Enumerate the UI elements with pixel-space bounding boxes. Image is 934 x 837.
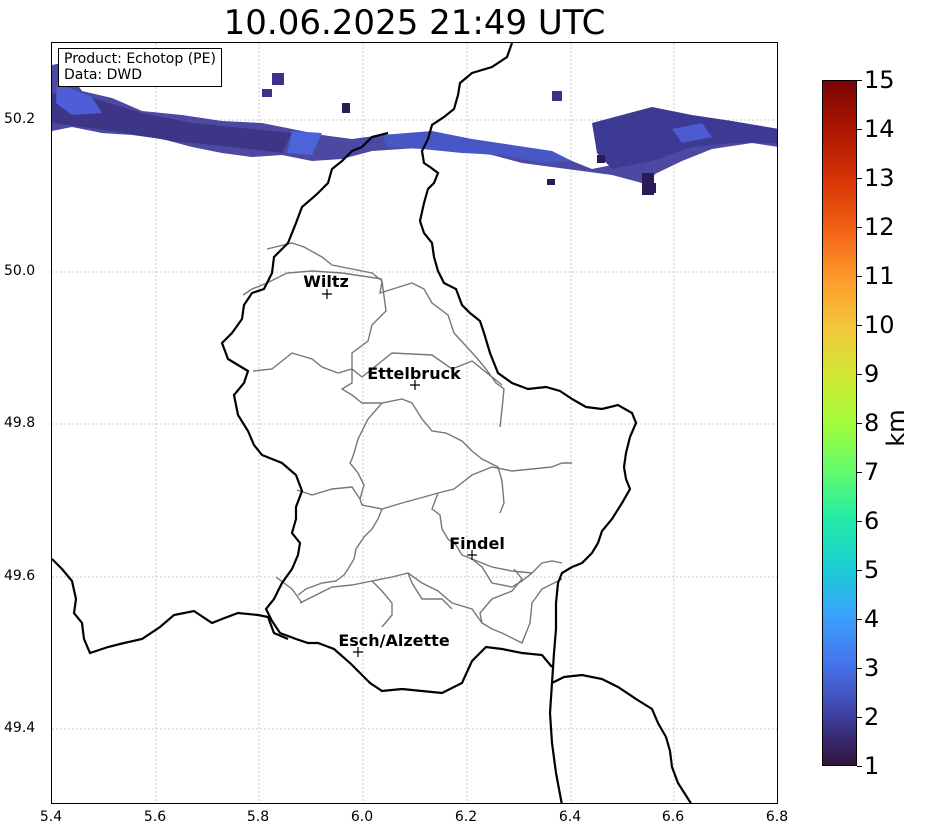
x-tick-label: 6.4	[558, 809, 582, 825]
x-tick-label: 5.6	[143, 809, 167, 825]
colorbar-tick-mark	[857, 570, 862, 571]
colorbar-tick-mark	[857, 521, 862, 522]
marker-esch	[353, 647, 363, 657]
colorbar-tick-label: 5	[864, 556, 880, 584]
marker-findel	[467, 550, 477, 560]
marker-wiltz	[322, 289, 332, 299]
colorbar-tick-label: 9	[864, 360, 880, 388]
colorbar-tick-mark	[857, 423, 862, 424]
x-tick-label: 6.6	[661, 809, 685, 825]
colorbar-tick-mark	[857, 178, 862, 179]
y-tick-label: 49.6	[4, 568, 36, 584]
y-tick-label: 50.0	[4, 263, 36, 279]
radar-map[interactable]: Wiltz Ettelbruck Findel Esch/Alzette	[51, 42, 778, 804]
colorbar-tick-label: 15	[864, 66, 895, 94]
colorbar-tick-mark	[857, 129, 862, 130]
colorbar-tick-mark	[857, 717, 862, 718]
colorbar-tick-mark	[857, 227, 862, 228]
city-label-esch: Esch/Alzette	[338, 631, 450, 650]
y-tick-label: 50.2	[4, 111, 36, 127]
marker-ettelbruck	[410, 380, 420, 390]
colorbar	[822, 80, 857, 766]
data-source-label: Data: DWD	[64, 67, 142, 83]
x-tick-label: 5.8	[246, 809, 270, 825]
y-tick-label: 49.4	[4, 720, 36, 736]
y-tick-label: 49.8	[4, 415, 36, 431]
country-borders	[52, 43, 693, 803]
colorbar-tick-label: 12	[864, 213, 895, 241]
city-label-findel: Findel	[449, 534, 505, 553]
colorbar-tick-mark	[857, 766, 862, 767]
colorbar-tick-label: 14	[864, 115, 895, 143]
colorbar-tick-mark	[857, 325, 862, 326]
radar-echo-layer	[52, 63, 777, 195]
colorbar-tick-label: 13	[864, 164, 895, 192]
x-tick-label: 6.0	[350, 809, 374, 825]
product-info-box: Product: Echotop (PE) Data: DWD	[58, 48, 222, 87]
city-markers	[322, 289, 477, 657]
x-tick-label: 6.2	[454, 809, 478, 825]
colorbar-tick-label: 3	[864, 654, 880, 682]
colorbar-tick-mark	[857, 619, 862, 620]
city-label-wiltz: Wiltz	[303, 272, 349, 291]
city-label-ettelbruck: Ettelbruck	[367, 364, 461, 383]
district-boundaries	[242, 242, 572, 644]
colorbar-tick-label: 1	[864, 752, 880, 780]
colorbar-tick-mark	[857, 668, 862, 669]
colorbar-tick-label: 4	[864, 605, 880, 633]
colorbar-tick-label: 8	[864, 409, 880, 437]
colorbar-tick-label: 7	[864, 458, 880, 486]
colorbar-tick-label: 2	[864, 703, 880, 731]
product-label: Product: Echotop (PE)	[64, 51, 216, 67]
map-canvas: Wiltz Ettelbruck Findel Esch/Alzette	[52, 43, 777, 803]
colorbar-tick-mark	[857, 80, 862, 81]
colorbar-tick-mark	[857, 472, 862, 473]
colorbar-tick-label: 11	[864, 262, 895, 290]
colorbar-unit-label: km	[882, 409, 910, 447]
colorbar-tick-mark	[857, 374, 862, 375]
x-tick-label: 5.4	[39, 809, 63, 825]
colorbar-tick-label: 6	[864, 507, 880, 535]
x-tick-label: 6.8	[765, 809, 789, 825]
colorbar-tick-label: 10	[864, 311, 895, 339]
colorbar-tick-mark	[857, 276, 862, 277]
map-title: 10.06.2025 21:49 UTC	[223, 3, 606, 43]
